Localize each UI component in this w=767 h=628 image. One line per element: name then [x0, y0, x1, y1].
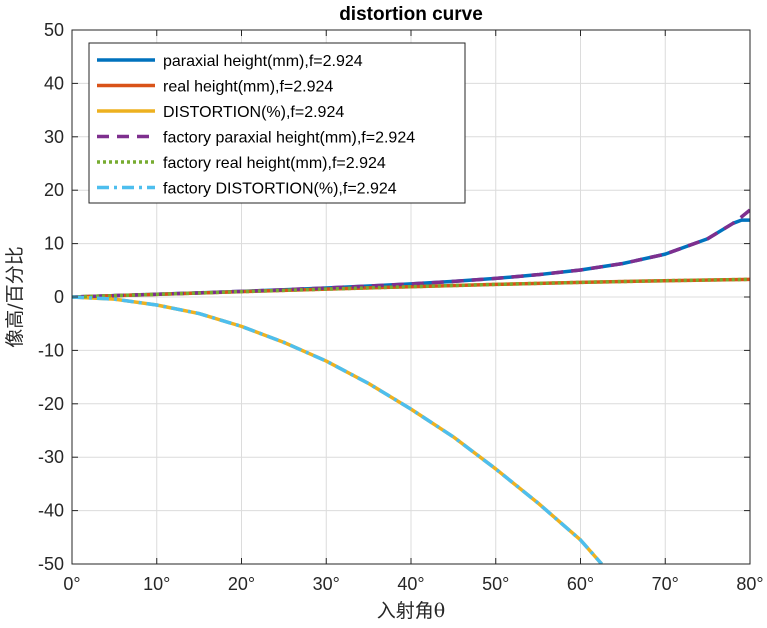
legend: paraxial height(mm),f=2.924 real height(m…	[88, 42, 466, 204]
series-lines	[72, 208, 750, 564]
axis-ticks	[71, 29, 751, 565]
y-tick-label: -50	[38, 554, 64, 574]
x-tick-label: 60°	[567, 574, 594, 594]
chart-title: distortion curve	[339, 4, 483, 25]
x-tick-label: 10°	[143, 574, 170, 594]
y-tick-label: 0	[54, 287, 64, 307]
y-tick-label: 20	[44, 180, 64, 200]
legend-label: factory paraxial height(mm),f=2.924	[163, 130, 415, 147]
x-axis-label: 入射角θ	[377, 600, 445, 622]
y-tick-label: -30	[38, 447, 64, 467]
legend-label: paraxial height(mm),f=2.924	[163, 53, 363, 70]
x-tick-label: 40°	[397, 574, 424, 594]
y-tick-label: 40	[44, 73, 64, 93]
y-tick-label: -10	[38, 340, 64, 360]
y-tick-label: 50	[44, 20, 64, 40]
y-tick-labels: -50 -40 -30 -20 -10 0 10 20 30 40 50	[38, 20, 64, 574]
x-tick-label: 50°	[482, 574, 509, 594]
y-tick-label: 30	[44, 127, 64, 147]
x-tick-label: 20°	[228, 574, 255, 594]
series-line-6	[72, 295, 604, 564]
series-line-5	[72, 277, 750, 299]
x-tick-labels: 0° 10° 20° 30° 40° 50° 60° 70° 80°	[63, 574, 763, 594]
y-tick-label: -40	[38, 501, 64, 521]
x-tick-label: 80°	[736, 574, 763, 594]
y-tick-label: 10	[44, 234, 64, 254]
y-tick-label: -20	[38, 394, 64, 414]
legend-label: DISTORTION(%),f=2.924	[163, 104, 344, 121]
x-tick-label: 0°	[63, 574, 80, 594]
legend-label: factory DISTORTION(%),f=2.924	[163, 181, 397, 198]
legend-label: factory real height(mm),f=2.924	[163, 155, 386, 172]
x-tick-label: 70°	[652, 574, 679, 594]
legend-box	[88, 42, 466, 204]
x-tick-label: 30°	[313, 574, 340, 594]
legend-label: real height(mm),f=2.924	[163, 79, 333, 96]
y-axis-label: 像高/百分比	[4, 246, 26, 347]
